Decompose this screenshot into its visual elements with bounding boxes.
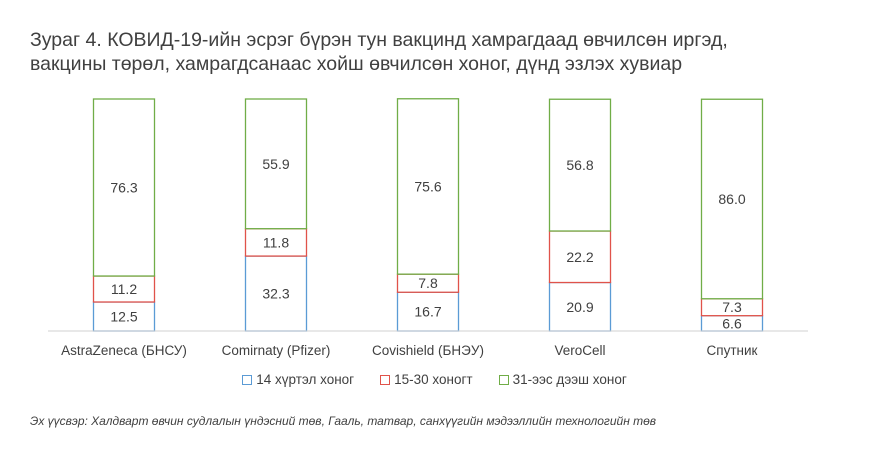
category-label: VeroCell (554, 343, 605, 358)
stacked-bar-chart: 12.5 11.2 76.3 AstraZeneca (БНСУ) 32.3 11.8 55… (48, 98, 808, 358)
bar-segment (92, 275, 156, 303)
data-label: 75.6 (414, 178, 441, 194)
data-label: 32.3 (262, 286, 289, 302)
bar-segment (92, 98, 156, 277)
legend-label-series-2: 15-30 хоногт (394, 372, 473, 387)
data-label: 11.8 (263, 234, 289, 250)
data-label: 7.3 (722, 299, 742, 315)
category-label: Covishield (БНЭУ) (372, 343, 484, 358)
data-label: 76.3 (110, 180, 137, 196)
legend-label-series-1: 14 хүртэл хоног (256, 372, 355, 387)
data-label: 11.2 (111, 281, 137, 297)
chart-title: Зураг 4. КОВИД-19-ийн эсрэг бүрэн тун ва… (30, 28, 850, 76)
data-label: 55.9 (262, 156, 289, 172)
data-label: 16.7 (414, 304, 441, 320)
bar-segment (396, 98, 460, 275)
legend-item-series-1: 14 хүртэл хоног (242, 372, 354, 387)
data-label: 22.2 (566, 249, 593, 265)
bar-segment (700, 98, 764, 300)
chart-legend: 14 хүртэл хоног 15-30 хоногт 31-ээс дээш… (0, 372, 869, 387)
bar-segment (92, 301, 156, 332)
bar-segment (548, 98, 612, 232)
legend-label-series-3: 31-ээс дээш хоног (512, 372, 627, 387)
legend-item-series-3: 31-ээс дээш хоног (498, 372, 627, 387)
data-label: 86.0 (718, 191, 745, 207)
data-label: 7.8 (418, 275, 438, 291)
legend-swatch-series-3 (498, 374, 509, 385)
bar-segment (548, 230, 612, 284)
legend-swatch-series-2 (380, 374, 391, 385)
chart-title-line-1: Зураг 4. КОВИД-19-ийн эсрэг бүрэн тун ва… (30, 29, 728, 51)
bar-segment (244, 98, 308, 230)
category-label: Comirnaty (Pfizer) (222, 343, 331, 358)
chart-title-line-2: вакцины төрөл, хамрагдсанаас хойш өвчилс… (30, 53, 683, 75)
data-label: 12.5 (110, 309, 137, 325)
data-label: 56.8 (566, 157, 593, 173)
source-note: Эх үүсвэр: Халдварт өвчин судлалын үндэс… (30, 414, 657, 428)
legend-item-series-2: 15-30 хоногт (380, 372, 473, 387)
legend-swatch-series-1 (242, 374, 253, 385)
data-label: 6.6 (722, 315, 742, 331)
category-label: Спутник (707, 343, 758, 358)
category-label: AstraZeneca (БНСУ) (61, 343, 187, 358)
data-label: 20.9 (566, 299, 593, 315)
